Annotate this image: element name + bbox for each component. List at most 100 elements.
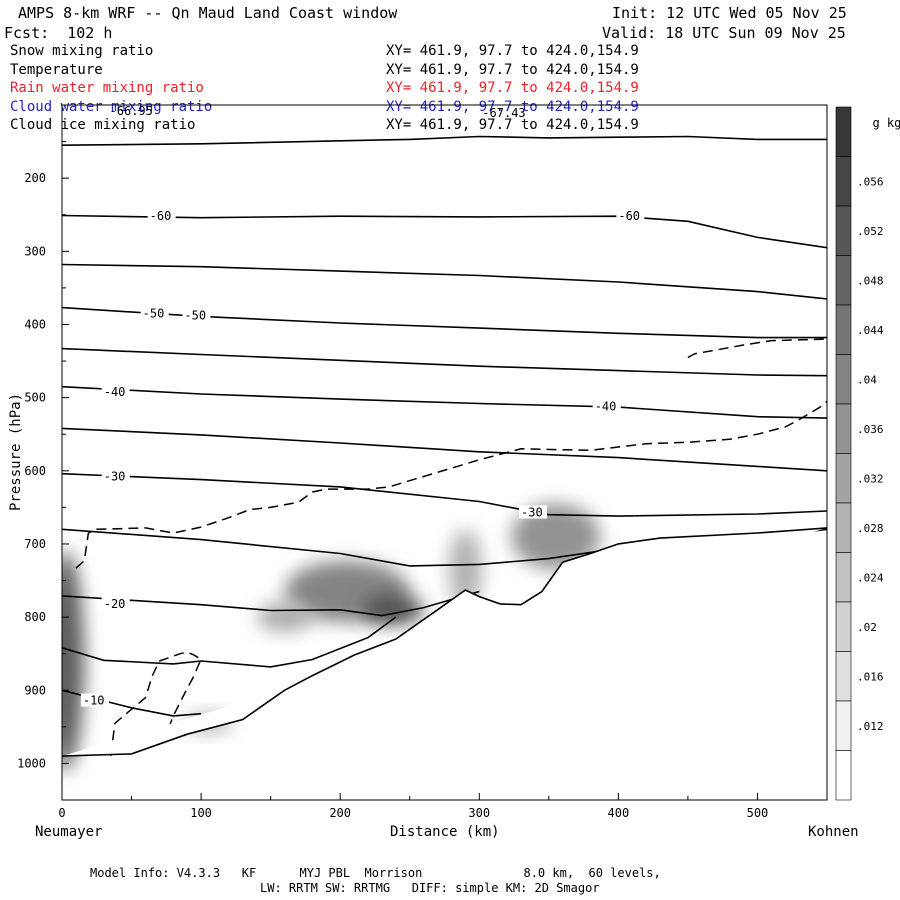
contour-label-bg-5 [592,399,621,413]
y-tick-label-600: 600 [24,464,46,478]
plot-frame [61,104,828,801]
legend-name-2: Rain water mixing ratio [10,80,204,96]
colorbar-bin-8 [835,502,852,553]
temp-contour-60 [62,214,827,249]
colorbar-tick-2: .02 [857,621,877,634]
terrain-mask [62,527,827,757]
contour-label-4: -40 [104,385,126,399]
colorbar-tick-7: .04 [857,373,877,386]
contour-label-9: -10 [83,694,105,708]
colorbar-tick-11: .056 [857,175,884,188]
contour-label-bg-9 [80,693,109,707]
legend-xy-1: XY= 461.9, 97.7 to 424.0,154.9 [386,61,639,78]
colorbar-tick-8: .044 [857,324,884,337]
extremum-label-1: -67.43 [482,106,525,120]
colorbar-unit: g kg-1 [858,104,900,129]
snow-contour-0 [75,400,827,569]
colorbar-tick-5: .032 [857,472,884,485]
footer-model-info: Model Info: V4.3.3 KF MYJ PBL Morrison 8… [90,866,661,880]
legend-xy-0: XY= 461.9, 97.7 to 424.0,154.9 [386,43,639,59]
contour-label-2: -50 [143,307,165,321]
valid-time: Valid: 18 UTC Sun 09 Nov 25 [602,24,846,42]
contour-label-1: -60 [618,209,640,223]
legend-name-0: Snow mixing ratio [10,43,154,59]
y-tick-label-300: 300 [24,244,46,258]
legend-name-4: Cloud ice mixing ratio [10,117,196,133]
colorbar-tick-3: .024 [857,571,884,584]
x-tick-label-200: 200 [329,806,351,820]
y-tick-label-400: 400 [24,317,46,331]
colorbar-bin-10 [835,601,852,652]
legend-name-1: Temperature [10,61,103,78]
colorbar-bin-2 [835,205,852,256]
ice-shading-blob-4 [448,529,483,610]
y-tick-label-700: 700 [24,537,46,551]
snow-contour-2 [109,651,203,757]
temp-contour-70 [62,135,827,146]
contour-label-bg-1 [616,209,645,223]
x-tick-label-300: 300 [468,806,490,820]
legend-xy-3: XY= 461.9, 97.7 to 424.0,154.9 [386,98,639,115]
temp-contour-45 [62,347,827,377]
contour-label-7: -30 [521,505,543,519]
colorbar-bin-4 [835,304,852,355]
right-endpoint-label: Kohnen [808,824,859,840]
colorbar-bin-5 [835,354,852,405]
temp-contour-15 [62,616,397,668]
footer-physics-info: LW: RRTM SW: RRTMG DIFF: simple KM: 2D S… [260,881,600,895]
left-endpoint-label: Neumayer [35,824,103,840]
contour-label-bg-4 [101,384,130,398]
y-tick-label-500: 500 [24,391,46,405]
contour-label-bg-6 [101,469,130,483]
contour-label-5: -40 [595,399,617,413]
temp-contour-20 [62,590,480,617]
contour-label-bg-0 [147,209,176,223]
contour-label-bg-7 [519,505,547,519]
title-left: AMPS 8-km WRF -- Qn Maud Land Coast wind… [18,4,398,22]
x-axis-label: Distance (km) [390,824,500,840]
legend-name-3: Cloud water mixing ratio [10,98,213,115]
temp-contour-50 [62,306,827,339]
colorbar-tick-9: .048 [857,274,884,287]
colorbar-tick-1: .016 [857,670,884,683]
colorbar-bin-3 [835,255,852,306]
colorbar-bin-12 [835,700,852,751]
temp-contour-35 [62,427,827,472]
x-tick-label-400: 400 [608,806,630,820]
legend-xy-2: XY= 461.9, 97.7 to 424.0,154.9 [386,80,639,96]
colorbar-bin-0 [835,106,852,157]
y-tick-label-800: 800 [24,610,46,624]
extremum-label-0: -66.95 [110,104,153,118]
terrain-line [62,527,827,757]
x-tick-label-500: 500 [747,806,769,820]
y-tick-label-900: 900 [24,683,46,697]
colorbar-tick-4: .028 [857,522,884,535]
temp-contour-55 [62,263,827,300]
colorbar-tick-6: .036 [857,423,884,436]
y-tick-label-1000: 1000 [17,756,46,770]
colorbar-bin-1 [835,156,852,207]
forecast-hour: Fcst: 102 h [4,24,113,42]
init-time: Init: 12 UTC Wed 05 Nov 25 [612,4,847,22]
temp-contour-30 [62,472,827,517]
x-tick-label-100: 100 [190,806,212,820]
x-tick-label-0: 0 [58,806,65,820]
contour-label-6: -30 [104,470,126,484]
temp-contour-40 [62,385,827,419]
y-axis-label: Pressure (hPa) [8,392,24,511]
contour-label-bg-8 [101,596,130,610]
colorbar-tick-10: .052 [857,225,884,238]
contour-label-0: -60 [150,209,172,223]
colorbar-bin-13 [835,750,852,801]
legend-xy-4: XY= 461.9, 97.7 to 424.0,154.9 [386,117,639,133]
colorbar-unit-text: g kg [872,116,900,130]
colorbar-bin-6 [835,403,852,454]
colorbar-tick-0: .012 [857,720,884,733]
ice-shading-blob-3 [256,602,313,632]
colorbar-bin-11 [835,651,852,702]
ice-shading-blob-5 [511,503,601,570]
y-tick-label-200: 200 [24,171,46,185]
contour-label-bg-3 [182,308,211,322]
ice-shading-blob-0 [62,551,85,771]
